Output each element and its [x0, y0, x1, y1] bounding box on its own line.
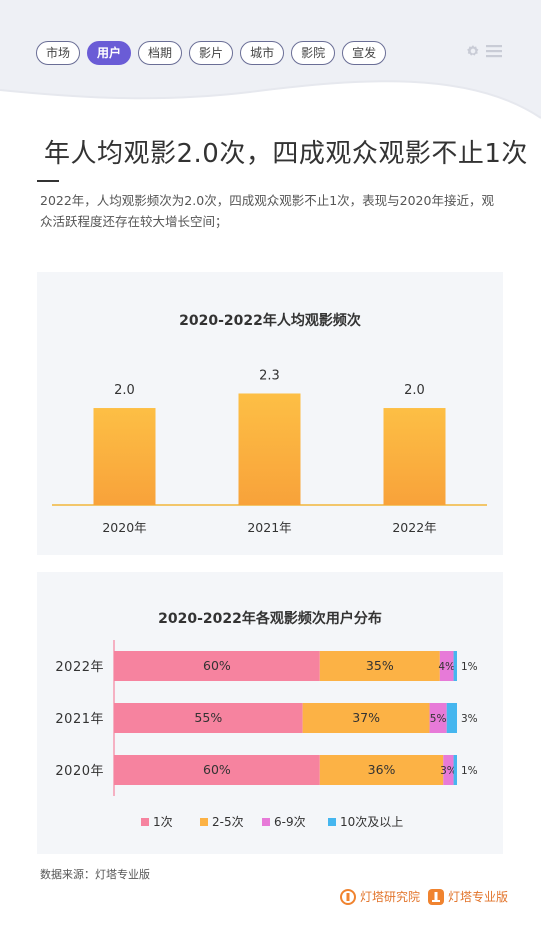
- data-source: 数据来源：灯塔专业版: [40, 868, 150, 881]
- menu-icon[interactable]: [486, 44, 502, 58]
- tab-marketing[interactable]: 宣发: [342, 41, 387, 65]
- bar-segment: [302, 703, 430, 733]
- brand-logos: 灯塔研究院 灯塔专业版: [340, 888, 508, 905]
- lighthouse-pro-logo-icon: [428, 888, 445, 905]
- frequency-chart-card: 2020-2022年人均观影频次 2.0 2020年 2.3 2021年 2.0 2022…: [37, 272, 503, 555]
- bar: [238, 393, 301, 505]
- chart-title: 2020-2022年各观影频次用户分布: [158, 610, 382, 627]
- bar: [93, 408, 156, 505]
- bar-segment: [443, 755, 454, 785]
- x-tick-label: 2021年: [247, 520, 291, 535]
- data-label: 1%: [461, 765, 478, 777]
- legend-label: 1次: [153, 815, 173, 829]
- x-tick-label: 2020年: [102, 520, 146, 535]
- brand-research: 灯塔研究院: [340, 888, 420, 905]
- lighthouse-research-logo-icon: [340, 888, 356, 905]
- legend-label: 2-5次: [212, 815, 244, 829]
- data-label: 2.0: [114, 383, 135, 398]
- legend-swatch: [141, 818, 149, 826]
- bar-segment: [439, 651, 454, 681]
- bar-segment: [114, 703, 303, 733]
- bar-segment: [446, 703, 457, 733]
- distribution-chart-card: 2020-2022年各观影频次用户分布 2022年 60% 35% 4% 1% 2021年…: [37, 572, 503, 854]
- tab-market[interactable]: 市场: [36, 41, 81, 65]
- chart-title: 2020-2022年人均观影频次: [179, 312, 361, 329]
- data-label: 4%: [438, 661, 455, 673]
- tab-users[interactable]: 用户: [87, 41, 132, 65]
- tab-cinemas[interactable]: 影院: [291, 41, 336, 65]
- x-tick-label: 2022年: [392, 520, 436, 535]
- legend-label: 10次及以上: [340, 815, 403, 829]
- gear-icon[interactable]: [466, 44, 480, 58]
- category-nav: 市场 用户 档期 影片 城市 影院 宣发: [36, 41, 387, 65]
- data-label: 2.3: [259, 368, 280, 383]
- bar-segment: [114, 651, 320, 681]
- data-label: 36%: [368, 762, 396, 777]
- bar-segment: [114, 755, 320, 785]
- frequency-bar-chart: 2020-2022年人均观影频次 2.0 2020年 2.3 2021年 2.0 2022…: [52, 312, 487, 535]
- legend-item: 10次及以上: [328, 815, 403, 829]
- tab-cities[interactable]: 城市: [240, 41, 285, 65]
- distribution-stacked-bar-chart: 2020-2022年各观影频次用户分布 2022年 60% 35% 4% 1% 2021年…: [55, 610, 478, 829]
- data-label: 55%: [194, 710, 222, 725]
- page-title: 年人均观影2.0次，四成观众观影不止1次: [44, 139, 528, 169]
- data-label: 60%: [203, 762, 231, 777]
- legend-item: 1次: [141, 815, 173, 829]
- data-label: 35%: [366, 658, 394, 673]
- tab-schedule[interactable]: 档期: [138, 41, 183, 65]
- y-tick-label: 2021年: [55, 712, 104, 727]
- bar-segment: [319, 755, 444, 785]
- data-label: 3%: [461, 713, 478, 725]
- tab-films[interactable]: 影片: [189, 41, 234, 65]
- bar-segment: [453, 651, 457, 681]
- brand-research-label: 灯塔研究院: [360, 890, 421, 904]
- data-label: 2.0: [404, 383, 425, 398]
- legend-swatch: [200, 818, 208, 826]
- data-label: 37%: [352, 710, 380, 725]
- bar: [383, 408, 446, 505]
- brand-pro-label: 灯塔专业版: [448, 890, 509, 904]
- bar-segment: [453, 755, 457, 785]
- data-label: 5%: [430, 713, 447, 725]
- legend-label: 6-9次: [274, 815, 306, 829]
- legend-swatch: [262, 818, 270, 826]
- bar-segment: [319, 651, 440, 681]
- legend-swatch: [328, 818, 336, 826]
- bar-segment: [429, 703, 447, 733]
- data-label: 60%: [203, 658, 231, 673]
- title-divider: [37, 180, 59, 182]
- data-label: 1%: [461, 661, 478, 673]
- data-label: 3%: [440, 765, 457, 777]
- y-tick-label: 2020年: [55, 764, 104, 779]
- legend-item: 6-9次: [262, 815, 306, 829]
- legend-item: 2-5次: [200, 815, 244, 829]
- brand-pro: 灯塔专业版: [428, 888, 508, 905]
- page-description: 2022年，人均观影频次为2.0次，四成观众观影不止1次，表现与2020年接近，…: [40, 193, 494, 229]
- header-icons: [466, 44, 502, 58]
- y-tick-label: 2022年: [55, 660, 104, 675]
